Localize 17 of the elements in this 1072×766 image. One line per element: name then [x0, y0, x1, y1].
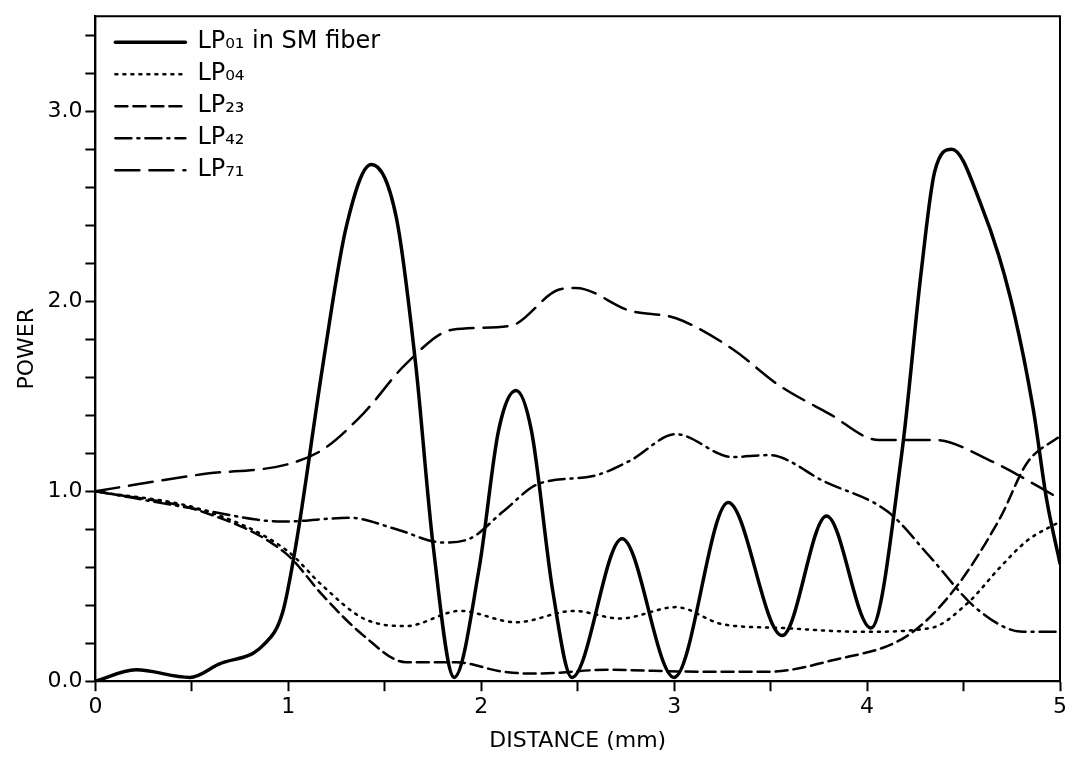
y-tick-label: 2.0 — [47, 286, 83, 312]
x-tick-label: 2 — [474, 693, 489, 719]
y-tick-label: 3.0 — [47, 96, 83, 122]
y-axis-title: POWER — [12, 307, 38, 390]
x-tick-label: 3 — [667, 693, 682, 719]
legend-label: LP₄₂ — [197, 122, 245, 151]
legend-label: LP₂₃ — [197, 90, 245, 119]
x-tick-label: 4 — [860, 693, 875, 719]
x-tick-label: 5 — [1053, 693, 1067, 719]
legend-label: LP₀₄ — [197, 58, 245, 87]
y-tick-label: 1.0 — [47, 476, 83, 502]
x-axis-title: DISTANCE (mm) — [489, 726, 667, 752]
legend-label: LP₇₁ — [197, 154, 245, 183]
x-tick-label: 1 — [281, 693, 296, 719]
y-tick-label: 0.0 — [47, 666, 83, 692]
x-tick-label: 0 — [88, 693, 103, 719]
legend-label: LP₀₁ in SM fiber — [197, 26, 381, 55]
